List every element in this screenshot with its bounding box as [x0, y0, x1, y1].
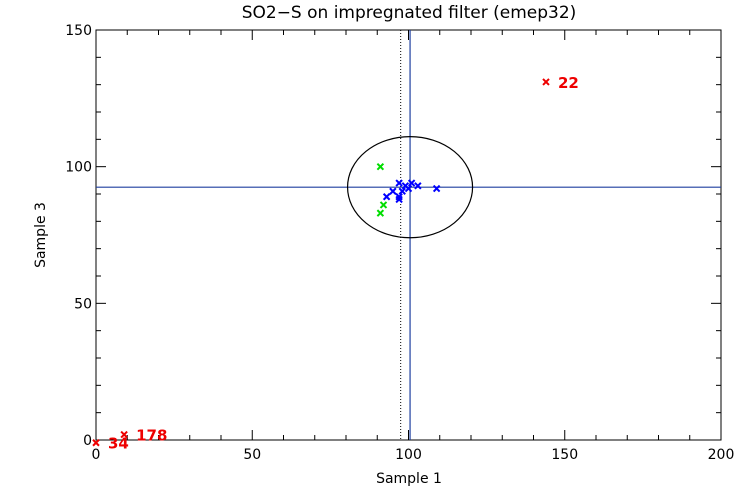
data-point	[389, 187, 397, 195]
data-point	[376, 162, 385, 171]
point-annotation: 22	[558, 74, 579, 92]
confidence-ellipse	[346, 136, 474, 239]
chart-title: SO2−S on impregnated filter (emep32)	[242, 3, 577, 23]
x-tick-label: 150	[551, 447, 578, 463]
data-point	[398, 187, 406, 195]
data-point	[407, 179, 416, 187]
point-annotation: 34	[108, 435, 129, 453]
data-point	[379, 201, 388, 209]
x-tick-label: 0	[92, 447, 101, 463]
y-tick-label: 100	[65, 160, 92, 176]
data-point	[404, 184, 413, 193]
data-point	[382, 193, 391, 201]
x-axis-label: Sample 1	[376, 471, 442, 487]
x-tick-label: 200	[708, 447, 735, 463]
data-point	[432, 184, 441, 193]
data-point	[92, 439, 100, 447]
y-tick-label: 50	[74, 296, 92, 312]
data-point	[542, 78, 550, 86]
data-point	[414, 182, 422, 190]
point-annotation: 178	[136, 427, 167, 445]
y-tick-label: 150	[65, 23, 92, 39]
y-axis-label: Sample 3	[33, 202, 49, 268]
data-point	[395, 195, 403, 204]
y-tick-label: 0	[83, 433, 92, 449]
plot-frame	[95, 29, 722, 441]
data-point	[120, 430, 128, 439]
x-tick-label: 50	[243, 447, 261, 463]
data-point	[376, 209, 385, 217]
data-point	[395, 179, 403, 187]
x-tick-label: 100	[395, 447, 422, 463]
